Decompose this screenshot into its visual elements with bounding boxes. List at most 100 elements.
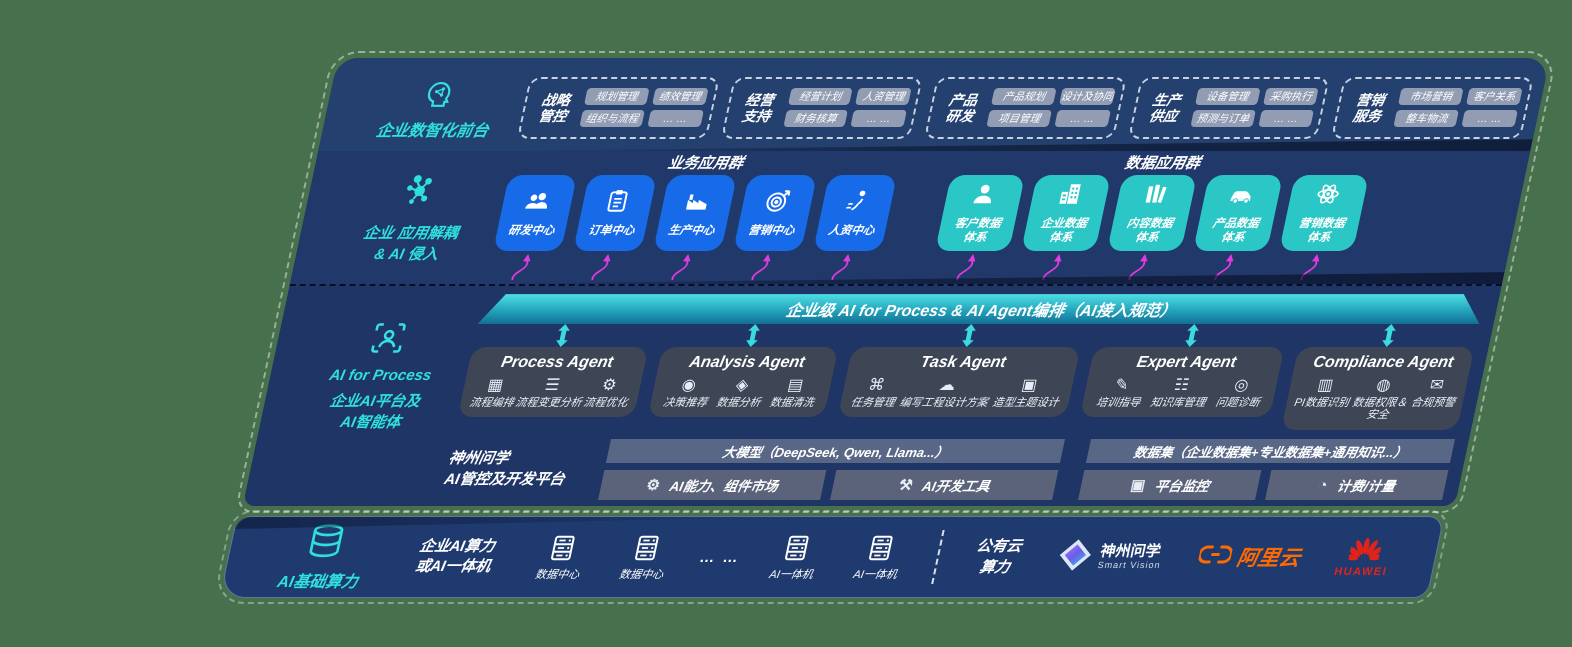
magenta-arrow bbox=[1300, 254, 1320, 281]
pill: … … bbox=[850, 110, 908, 128]
business-app-group: 业务应用群 研发中心 bbox=[486, 153, 902, 284]
agents-row: Process Agent ▦ 流程编排 ☰ 流程变更分析 ⚙ 流程优化 bbox=[455, 324, 1480, 430]
pill: 客户关系 bbox=[1466, 88, 1523, 106]
pill: … … bbox=[1054, 110, 1111, 128]
magenta-arrow bbox=[751, 254, 771, 281]
layer-ai-infrastructure: AI基础算力 企业AI算力 或AI一体机 数据中心 数据中心 … … bbox=[213, 510, 1451, 604]
alibaba-bracket-icon bbox=[1196, 544, 1234, 571]
pill: 市场营销 bbox=[1398, 88, 1464, 106]
gauge-icon: ◔ bbox=[1316, 476, 1330, 494]
node-ai-appliance-2: AI一体机 bbox=[832, 533, 926, 582]
group-title: 营销 服务 bbox=[1351, 91, 1387, 124]
decision-icon: ◉ bbox=[680, 377, 698, 395]
pill: 财务核算 bbox=[782, 110, 849, 128]
knowledge-icon: ☷ bbox=[1172, 377, 1191, 395]
platform-strip: 神州问学 AI管控及开发平台 大模型（DeepSeek, Qwen, Llama.… bbox=[440, 439, 1456, 500]
pill: 设备管理 bbox=[1194, 88, 1261, 106]
pill: 经营计划 bbox=[787, 88, 854, 106]
pill: … … bbox=[1257, 110, 1315, 128]
group-title: 经营 支持 bbox=[740, 91, 776, 124]
group-title: 战略 管控 bbox=[537, 91, 572, 124]
huawei-logo: HUAWEI bbox=[1333, 536, 1395, 578]
factory-icon bbox=[681, 188, 714, 219]
group-product-rd: 产品 研发 产品规划 设计及协同 项目管理 … … bbox=[924, 76, 1127, 139]
node-ai-appliance-1: AI一体机 bbox=[748, 533, 842, 582]
dashed-vertical-divider bbox=[931, 530, 945, 584]
data-app-group: 数据应用群 客户数据 体系 bbox=[928, 153, 1374, 284]
magenta-arrow bbox=[671, 254, 691, 281]
teal-double-arrow bbox=[1185, 324, 1199, 348]
huawei-flower-icon bbox=[1342, 536, 1386, 566]
pill: 规划管理 bbox=[583, 88, 650, 106]
platform-label: 神州问学 AI管控及开发平台 bbox=[442, 450, 567, 488]
pill: 采购执行 bbox=[1262, 88, 1319, 106]
ai-layer-label: AI for Process 企业AI平台及 AI智能体 bbox=[327, 367, 434, 432]
model-bar: 大模型（DeepSeek, Qwen, Llama...） bbox=[605, 439, 1066, 463]
hr-person-icon bbox=[841, 188, 874, 219]
front-office-label: 企业数智化前台 bbox=[374, 123, 491, 141]
monitor-icon: ▣ bbox=[1129, 477, 1147, 494]
layer-ai-platform: AI for Process 企业AI平台及 AI智能体 企业级 AI for … bbox=[242, 286, 1502, 506]
pill: 人资管理 bbox=[855, 88, 912, 106]
magenta-arrow bbox=[591, 254, 611, 281]
atom-icon bbox=[1311, 181, 1344, 212]
pill: 产品规划 bbox=[991, 88, 1057, 106]
group-marketing-service: 营销 服务 市场营销 客户关系 整车物流 … … bbox=[1331, 76, 1535, 139]
dataset-bar: 数据集（企业数据集+专业数据集+通用知识...） bbox=[1086, 439, 1456, 463]
public-cloud-label: 公有云 算力 bbox=[974, 538, 1024, 576]
tile-marketing-data: 营销数据 体系 bbox=[1273, 175, 1370, 281]
change-analysis-icon: ☰ bbox=[543, 377, 562, 395]
app-layer-label-block: 企业 应用解耦 & AI 侵入 bbox=[314, 153, 514, 284]
nodes-ellipsis: … … bbox=[698, 548, 742, 566]
pill: … … bbox=[647, 110, 704, 128]
pill: 组织与流程 bbox=[579, 110, 645, 128]
magenta-arrow bbox=[1214, 254, 1234, 281]
server-icon bbox=[551, 535, 575, 560]
tile-rd-center: 研发中心 bbox=[487, 175, 578, 281]
devtools-icon: ⚒ bbox=[897, 477, 915, 494]
group-operation: 经营 支持 经营计划 人资管理 财务核算 … … bbox=[720, 76, 924, 139]
tile-order-center: 订单中心 bbox=[567, 175, 658, 281]
optimize-icon: ⚙ bbox=[600, 377, 619, 395]
training-icon: ✎ bbox=[1113, 377, 1131, 395]
pill: 整车物流 bbox=[1393, 110, 1460, 128]
data-group-heading: 数据应用群 bbox=[1123, 155, 1202, 173]
teal-double-arrow bbox=[556, 324, 570, 348]
agent-analysis: Analysis Agent ◉ 决策推荐 ◈ 数据分析 ▤ 数据清洗 bbox=[645, 324, 843, 430]
digital-head-icon bbox=[419, 76, 461, 115]
id-card-icon: ▥ bbox=[1315, 377, 1335, 395]
vendor-logos: 神州问学 Smart Vision 阿里云 bbox=[1034, 536, 1413, 578]
cell-ai-devtools: ⚒ AI开发工具 bbox=[830, 470, 1059, 500]
tile-production-center: 生产中心 bbox=[647, 175, 738, 281]
cell-billing: ◔ 计费/计量 bbox=[1265, 470, 1449, 500]
molecule-icon bbox=[397, 173, 442, 214]
agent-process: Process Agent ▦ 流程编排 ☰ 流程变更分析 ⚙ 流程优化 bbox=[455, 324, 653, 430]
tile-enterprise-data: 企业数据 体系 bbox=[1015, 175, 1112, 281]
magenta-arrow bbox=[511, 254, 531, 281]
ai-layer-label-block: AI for Process 企业AI平台及 AI智能体 bbox=[268, 294, 484, 500]
smart-vision-diamond-icon bbox=[1053, 538, 1095, 577]
magenta-arrow bbox=[1042, 254, 1062, 281]
infra-label: AI基础算力 bbox=[275, 574, 360, 591]
layer-front-office: 企业数智化前台 战略 管控 规划管理 绩效管理 组织与流程 … … bbox=[318, 58, 1551, 152]
permission-icon: ◍ bbox=[1374, 377, 1393, 395]
person-icon bbox=[967, 181, 1000, 212]
target-icon bbox=[761, 188, 794, 219]
agent-expert: Expert Agent ✎ 培训指导 ☷ 知识库管理 ◎ 问题诊断 bbox=[1077, 324, 1289, 430]
business-group-heading: 业务应用群 bbox=[666, 155, 745, 173]
magenta-arrow bbox=[1128, 254, 1148, 281]
alert-mail-icon: ✉ bbox=[1428, 377, 1446, 395]
main-panel: 企业数智化前台 战略 管控 规划管理 绩效管理 组织与流程 … … bbox=[235, 51, 1558, 513]
node-datacenter-2: 数据中心 bbox=[598, 533, 692, 582]
database-icon bbox=[301, 522, 351, 567]
front-office-label-block: 企业数智化前台 bbox=[342, 64, 533, 151]
magenta-arrow bbox=[956, 254, 976, 281]
layer-app-groups: 企业 应用解耦 & AI 侵入 业务应用群 bbox=[289, 151, 1531, 285]
data-clean-icon: ▤ bbox=[786, 377, 805, 395]
face-scan-icon bbox=[366, 320, 411, 361]
cell-platform-monitor: ▣ 平台监控 bbox=[1078, 470, 1262, 500]
cell-ai-market: ⚙ AI能力、组件市场 bbox=[598, 470, 827, 500]
clipboard-icon bbox=[601, 188, 634, 219]
pill: … … bbox=[1461, 110, 1518, 128]
alibaba-cloud-logo: 阿里云 bbox=[1196, 542, 1303, 572]
